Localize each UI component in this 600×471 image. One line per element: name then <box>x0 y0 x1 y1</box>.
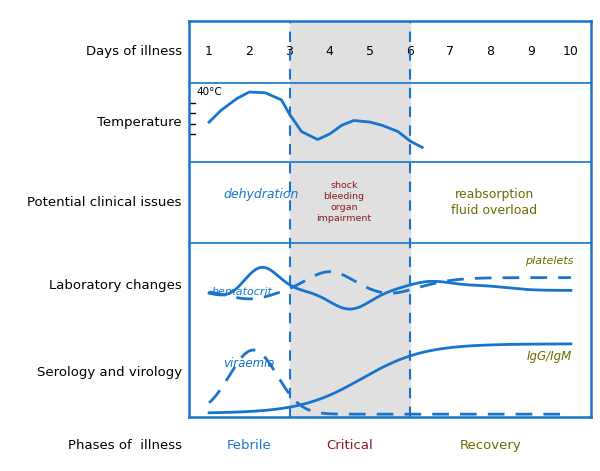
Text: 10: 10 <box>563 45 579 58</box>
Text: Critical: Critical <box>326 439 373 452</box>
Text: reabsorption
fluid overload: reabsorption fluid overload <box>451 188 538 217</box>
Text: 1: 1 <box>205 45 213 58</box>
Text: shock
bleeding
organ
impairment: shock bleeding organ impairment <box>316 181 371 223</box>
Text: Temperature: Temperature <box>97 115 182 129</box>
Text: 7: 7 <box>446 45 454 58</box>
Text: 3: 3 <box>286 45 293 58</box>
Text: 6: 6 <box>406 45 414 58</box>
Text: Potential clinical issues: Potential clinical issues <box>27 195 182 209</box>
Text: 8: 8 <box>487 45 494 58</box>
Text: hematocrit: hematocrit <box>211 287 272 297</box>
Text: Laboratory changes: Laboratory changes <box>49 279 182 292</box>
Text: Days of illness: Days of illness <box>86 45 182 58</box>
Text: Recovery: Recovery <box>460 439 521 452</box>
Text: Phases of  illness: Phases of illness <box>68 439 182 452</box>
Text: Febrile: Febrile <box>227 439 272 452</box>
Text: 2: 2 <box>245 45 253 58</box>
Text: 9: 9 <box>527 45 535 58</box>
Text: Serology and virology: Serology and virology <box>37 366 182 379</box>
Text: 5: 5 <box>366 45 374 58</box>
Bar <box>290 21 410 417</box>
Text: viraemia: viraemia <box>223 357 275 370</box>
Text: dehydration: dehydration <box>224 188 299 201</box>
Text: 4: 4 <box>326 45 334 58</box>
Text: 40°C: 40°C <box>196 87 222 97</box>
Text: platelets: platelets <box>524 257 573 267</box>
Text: IgG/IgM: IgG/IgM <box>527 350 572 363</box>
